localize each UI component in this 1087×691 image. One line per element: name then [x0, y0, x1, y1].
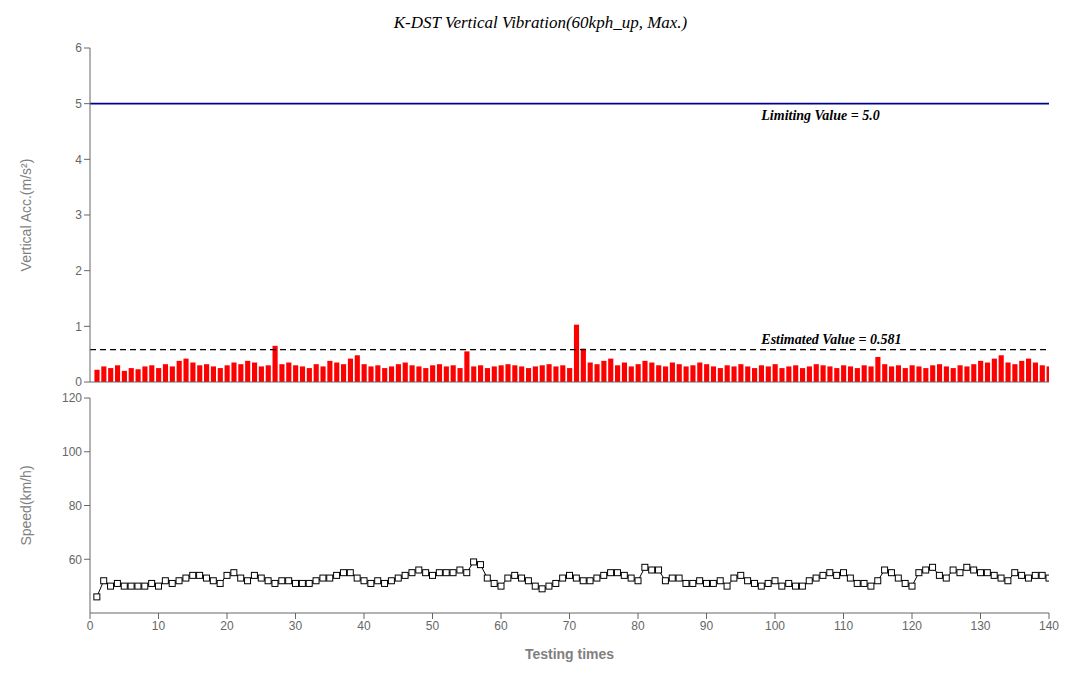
svg-text:80: 80	[69, 499, 83, 513]
svg-text:80: 80	[631, 619, 645, 633]
svg-text:Speed(km/h): Speed(km/h)	[18, 465, 34, 545]
svg-text:Limiting Value = 5.0: Limiting Value = 5.0	[760, 108, 879, 123]
svg-text:0: 0	[75, 375, 82, 388]
svg-text:120: 120	[902, 619, 922, 633]
svg-text:4: 4	[75, 153, 82, 167]
svg-text:100: 100	[62, 445, 82, 459]
svg-text:6: 6	[75, 41, 82, 55]
svg-text:110: 110	[834, 619, 853, 633]
svg-text:70: 70	[563, 619, 577, 633]
svg-text:40: 40	[357, 619, 371, 633]
svg-text:Estimated Value = 0.581: Estimated Value = 0.581	[760, 332, 901, 347]
svg-text:2: 2	[75, 264, 82, 278]
svg-text:60: 60	[69, 553, 83, 567]
svg-text:100: 100	[765, 619, 785, 633]
svg-text:130: 130	[970, 619, 990, 633]
svg-text:0: 0	[87, 619, 94, 633]
svg-text:60: 60	[494, 619, 508, 633]
svg-text:Testing times: Testing times	[525, 646, 614, 662]
svg-text:3: 3	[75, 208, 82, 222]
svg-text:5: 5	[75, 97, 82, 111]
svg-text:50: 50	[426, 619, 440, 633]
svg-text:120: 120	[62, 391, 82, 405]
svg-text:20: 20	[220, 619, 234, 633]
svg-text:140: 140	[1039, 619, 1059, 633]
svg-text:1: 1	[75, 320, 82, 334]
html-text:K-DST Vertical Vibration(60kph: K-DST Vertical Vibration(60kph_up, Max.)	[393, 13, 688, 32]
svg-text:90: 90	[700, 619, 714, 633]
svg-text:10: 10	[152, 619, 166, 633]
svg-text:30: 30	[289, 619, 303, 633]
svg-text:Vertical Acc.(m/s²): Vertical Acc.(m/s²)	[18, 159, 34, 272]
